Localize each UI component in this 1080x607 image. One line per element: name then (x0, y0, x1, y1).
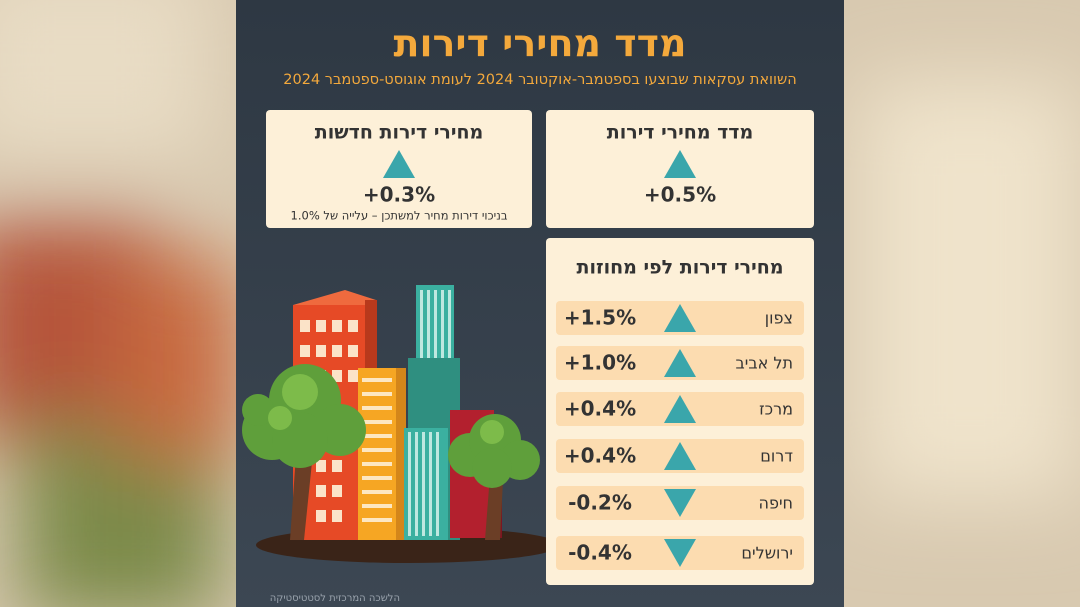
direction-arrow (664, 349, 696, 377)
card-title: מדד מחירי דירות (607, 122, 753, 144)
region-name: ירושלים (741, 544, 793, 563)
region-change: +0.4% (564, 444, 636, 468)
region-name: דרום (760, 447, 793, 466)
region-change: +0.4% (564, 397, 636, 421)
region-change: +1.5% (564, 306, 636, 330)
direction-arrow (664, 150, 696, 178)
card-change: +0.5% (644, 183, 716, 207)
direction-arrow (664, 489, 696, 517)
region-change: -0.2% (568, 491, 632, 515)
direction-arrow (664, 539, 696, 567)
direction-arrow (664, 442, 696, 470)
regions-title: מחירי דירות לפי מחוזות (577, 257, 784, 279)
title: מדד מחירי דירות (394, 22, 687, 66)
source: הלשכה המרכזית לסטטיסטיקה (270, 593, 400, 604)
card-note: בניכוי דירות מחיר למשתכן – עלייה של 1.0% (291, 209, 508, 223)
region-name: מרכז (759, 400, 793, 419)
region-name: תל אביב (736, 354, 793, 373)
region-change: -0.4% (568, 541, 632, 565)
direction-arrow (664, 395, 696, 423)
direction-arrow (664, 304, 696, 332)
region-name: צפון (765, 309, 793, 328)
direction-arrow (383, 150, 415, 178)
card-title: מחירי דירות חדשות (315, 122, 484, 144)
city-illustration (242, 285, 560, 563)
region-name: חיפה (759, 494, 793, 513)
subtitle: השוואת עסקאות שבוצעו בספטמבר-אוקטובר 202… (283, 72, 796, 88)
card-change: +0.3% (363, 183, 435, 207)
region-change: +1.0% (564, 351, 636, 375)
